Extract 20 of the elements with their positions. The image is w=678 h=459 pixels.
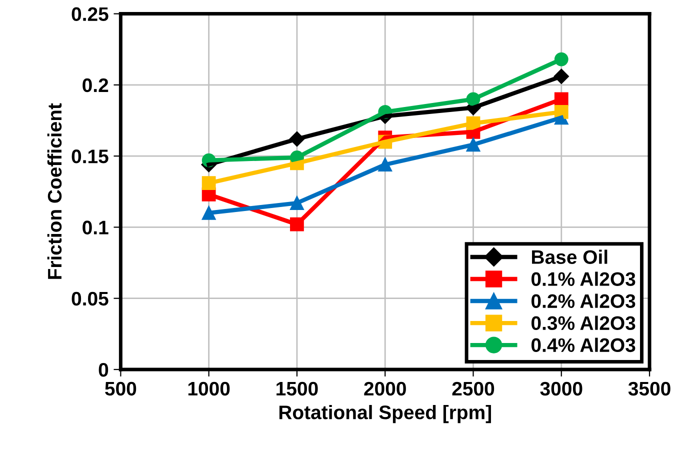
legend-label: Base Oil (532, 250, 608, 264)
legend-label: 0.1% Al2O3 (531, 272, 636, 286)
x-axis-title: Rotational Speed [rpm] (279, 404, 491, 424)
y-tick-label: 0.15 (72, 150, 108, 164)
y-tick-label: 0 (98, 362, 108, 377)
legend-label: 0.4% Al2O3 (531, 338, 636, 352)
x-tick-label: 1500 (276, 382, 318, 396)
y-tick-label: 0.05 (72, 292, 108, 306)
x-tick-label: 1000 (188, 382, 230, 396)
x-tick-label: 3000 (540, 382, 582, 396)
legend-label: 0.3% Al2O3 (531, 316, 636, 330)
legend-label: 0.2% Al2O3 (531, 294, 636, 308)
y-tick-label: 0.1 (82, 220, 108, 234)
x-tick-label: 500 (105, 382, 136, 396)
y-axis-title: Friction Coefficient (47, 103, 62, 279)
x-tick-label: 2000 (364, 382, 406, 396)
x-tick-label: 3500 (628, 382, 670, 396)
y-tick-label: 0.25 (72, 7, 108, 22)
x-tick-label: 2500 (452, 382, 494, 396)
y-tick-label: 0.2 (82, 78, 108, 92)
